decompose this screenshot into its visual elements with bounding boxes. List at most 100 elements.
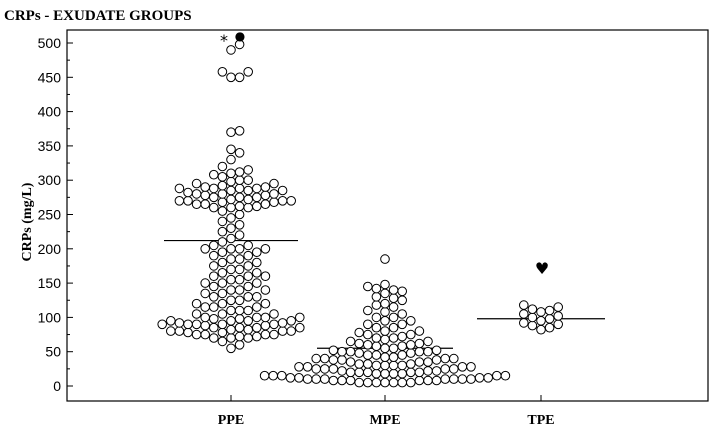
data-point bbox=[175, 184, 184, 193]
data-point bbox=[389, 344, 398, 353]
data-point bbox=[537, 308, 546, 317]
data-point bbox=[346, 347, 355, 356]
data-point bbox=[355, 368, 364, 377]
data-point bbox=[381, 344, 390, 353]
data-point bbox=[407, 341, 416, 350]
data-point bbox=[475, 374, 484, 383]
data-point bbox=[252, 248, 261, 257]
data-point bbox=[210, 262, 219, 271]
data-point bbox=[201, 191, 210, 200]
data-point bbox=[364, 368, 373, 377]
data-point bbox=[329, 365, 338, 374]
x-tick-label: PPE bbox=[218, 413, 244, 428]
data-point bbox=[389, 353, 398, 362]
data-point bbox=[269, 371, 278, 380]
data-point bbox=[415, 339, 424, 348]
data-point bbox=[244, 166, 253, 175]
data-point bbox=[184, 328, 193, 337]
data-point bbox=[218, 198, 227, 207]
data-point bbox=[424, 376, 433, 385]
data-point bbox=[227, 306, 236, 315]
data-point bbox=[372, 334, 381, 343]
data-point bbox=[398, 378, 407, 387]
data-point bbox=[312, 375, 321, 384]
data-point bbox=[244, 293, 253, 302]
data-point bbox=[398, 296, 407, 305]
data-point bbox=[287, 317, 296, 326]
data-point bbox=[261, 330, 270, 339]
data-point bbox=[167, 317, 176, 326]
data-point bbox=[235, 275, 244, 284]
data-point bbox=[381, 280, 390, 289]
data-point bbox=[398, 310, 407, 319]
data-point bbox=[545, 323, 554, 332]
data-point bbox=[389, 303, 398, 312]
data-point bbox=[218, 279, 227, 288]
data-point bbox=[389, 378, 398, 387]
data-point bbox=[329, 356, 338, 365]
data-point bbox=[321, 375, 330, 384]
data-point bbox=[184, 197, 193, 206]
data-point bbox=[210, 170, 219, 179]
data-point bbox=[424, 367, 433, 376]
data-point bbox=[364, 341, 373, 350]
data-point bbox=[252, 303, 261, 312]
data-point bbox=[338, 347, 347, 356]
data-point bbox=[407, 360, 416, 369]
data-point bbox=[235, 341, 244, 350]
data-point bbox=[167, 327, 176, 336]
data-point bbox=[235, 306, 244, 315]
data-point bbox=[321, 354, 330, 363]
y-tick-label: 150 bbox=[38, 275, 62, 291]
data-point bbox=[244, 195, 253, 204]
data-point bbox=[235, 221, 244, 230]
data-point bbox=[218, 269, 227, 278]
data-point bbox=[201, 279, 210, 288]
data-point bbox=[227, 195, 236, 204]
data-point bbox=[227, 286, 236, 295]
data-point bbox=[407, 349, 416, 358]
y-tick-label: 0 bbox=[53, 378, 61, 394]
y-axis: 0 50 100 150 200 250 300 350 400 450 500 bbox=[38, 35, 73, 394]
data-point bbox=[295, 374, 304, 383]
outlier-star-symbol: * bbox=[220, 31, 228, 50]
data-point bbox=[381, 255, 390, 264]
data-point bbox=[415, 358, 424, 367]
data-point bbox=[520, 310, 529, 319]
data-point bbox=[227, 214, 236, 223]
data-point bbox=[235, 265, 244, 274]
data-point bbox=[218, 337, 227, 346]
data-point bbox=[252, 193, 261, 202]
data-point bbox=[346, 368, 355, 377]
data-point bbox=[303, 363, 312, 372]
data-point bbox=[338, 376, 347, 385]
data-point bbox=[252, 313, 261, 322]
data-point bbox=[407, 317, 416, 326]
data-point bbox=[415, 327, 424, 336]
data-point bbox=[545, 315, 554, 324]
data-point bbox=[381, 369, 390, 378]
data-point bbox=[278, 186, 287, 195]
data-point bbox=[346, 358, 355, 367]
data-point bbox=[389, 286, 398, 295]
data-point bbox=[252, 202, 261, 211]
data-point bbox=[210, 303, 219, 312]
data-points bbox=[158, 40, 563, 387]
data-point bbox=[398, 342, 407, 351]
data-point bbox=[227, 155, 236, 164]
y-axis-label: CRPs (mg/L) bbox=[20, 182, 35, 261]
data-point bbox=[235, 323, 244, 332]
chart-title: CRPs - EXUDATE GROUPS bbox=[4, 8, 192, 24]
data-point bbox=[441, 375, 450, 384]
data-point bbox=[210, 184, 219, 193]
data-point bbox=[389, 323, 398, 332]
data-point bbox=[227, 255, 236, 264]
data-point bbox=[287, 197, 296, 206]
data-point bbox=[364, 360, 373, 369]
data-point bbox=[218, 207, 227, 216]
data-point bbox=[270, 190, 279, 199]
x-tick-label: TPE bbox=[527, 413, 554, 428]
data-point bbox=[227, 275, 236, 284]
data-point bbox=[235, 332, 244, 341]
data-point bbox=[458, 363, 467, 372]
